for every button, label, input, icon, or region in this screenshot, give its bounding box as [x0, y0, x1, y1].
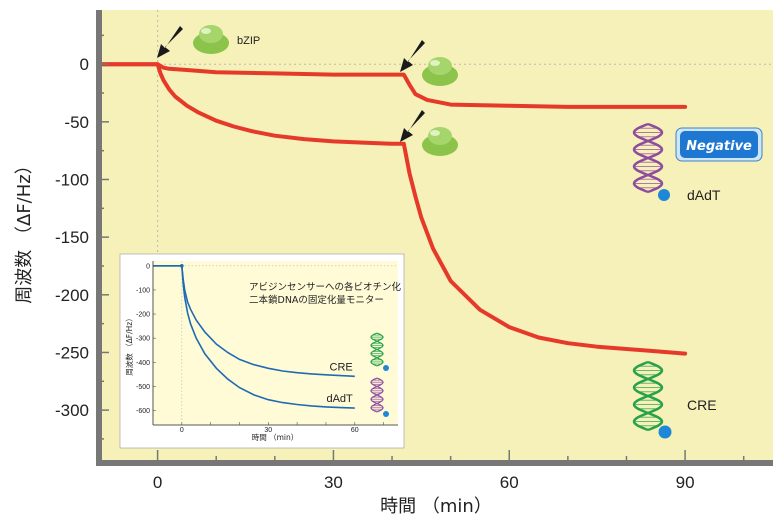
dna-helix-icon	[632, 360, 664, 432]
y-axis: 0 -50 -100 -150 -200 -250 -300	[55, 10, 109, 466]
series-line-dadt	[97, 62, 688, 109]
dadt-label: dAdT	[687, 187, 721, 203]
y-tick-label: -50	[64, 113, 89, 132]
dna-helix-icon	[370, 332, 384, 367]
negative-label: Negative	[686, 139, 752, 154]
protein-highlight	[430, 130, 440, 136]
protein-body	[428, 127, 452, 145]
y-tick-label: -200	[55, 286, 89, 305]
inset-grid	[153, 261, 398, 425]
inset-y-tick-label: -500	[136, 384, 150, 391]
inset-start-point	[180, 264, 184, 268]
y-tick-label: 0	[80, 55, 89, 74]
inset-x-tick-label: 0	[180, 427, 184, 434]
dna-helix-icon	[632, 122, 664, 194]
inset-y-axis: 0 -100 -200 -300 -400 -500 -600	[136, 261, 156, 425]
inset-title-line2: 二本鎖DNAの固定化量モニター	[249, 294, 384, 306]
inset-plot-background	[153, 261, 398, 425]
inset-series-label: dAdT	[326, 393, 353, 405]
helix-strand	[632, 122, 664, 194]
inset-series: CRE dAdT	[153, 264, 355, 409]
inset-series-label: CRE	[330, 361, 353, 373]
arrow-icon	[157, 26, 183, 58]
inset-series-line-cre	[153, 265, 355, 378]
inset-x-tick-label: 30	[264, 427, 272, 434]
arrow-icon	[400, 40, 425, 72]
inset-y-tick-label: -400	[136, 360, 150, 367]
series-line-cre	[97, 62, 688, 356]
protein-highlight	[201, 28, 211, 34]
helix-strand	[632, 360, 664, 432]
y-tick-label: -150	[55, 228, 89, 247]
bzip-protein-icon	[193, 25, 229, 54]
inset-y-tick-label: -300	[136, 336, 150, 343]
inset-x-axis: 0 30 60	[152, 422, 398, 434]
protein-highlight	[430, 60, 440, 66]
x-axis-title: 時間 （min）	[380, 496, 492, 517]
bzip-label: bZIP	[237, 35, 260, 47]
helix-strand	[370, 332, 384, 367]
inset-x-axis-title: 時間 （min）	[252, 433, 299, 442]
inset-title-line1: アビジンセンサーへの各ビオチン化	[249, 281, 402, 293]
dna-helix-icon	[370, 377, 384, 413]
biotin-bead-icon	[383, 411, 389, 417]
biotin-bead-icon	[383, 365, 389, 371]
inset-y-axis-title: 周波数 （ΔF/Hz）	[124, 314, 134, 375]
inset-series-line-dadt	[153, 265, 355, 409]
x-tick-label: 30	[324, 473, 343, 492]
arrow-icon	[400, 110, 425, 142]
inset-y-tick-label: -200	[136, 312, 150, 319]
inset-y-tick-label: 0	[146, 263, 150, 270]
x-tick-label: 0	[153, 473, 162, 492]
biotin-bead-icon	[658, 189, 670, 201]
biotin-bead-icon	[658, 425, 672, 439]
protein-body	[199, 25, 223, 43]
y-axis-line	[96, 10, 102, 466]
y-tick-label: -100	[55, 171, 89, 190]
x-axis-line	[99, 460, 773, 466]
x-tick-label: 90	[676, 473, 695, 492]
y-axis-title: 周波数 （ΔF/Hz）	[14, 156, 35, 303]
bzip-protein-icon	[422, 57, 458, 86]
inset-x-tick-label: 60	[351, 427, 359, 434]
helix-strand	[370, 377, 384, 413]
inset-y-tick-label: -100	[136, 287, 150, 294]
cre-label: CRE	[687, 397, 717, 413]
x-tick-label: 60	[500, 473, 519, 492]
inset-y-tick-label: -600	[136, 408, 150, 415]
negative-badge: Negative	[675, 127, 763, 162]
bzip-protein-icon	[422, 127, 458, 156]
y-tick-label: -250	[55, 343, 89, 362]
y-tick-label: -300	[55, 401, 89, 420]
main-series	[97, 62, 688, 356]
x-axis: 0 30 60 90	[98, 450, 773, 492]
protein-body	[428, 57, 452, 75]
